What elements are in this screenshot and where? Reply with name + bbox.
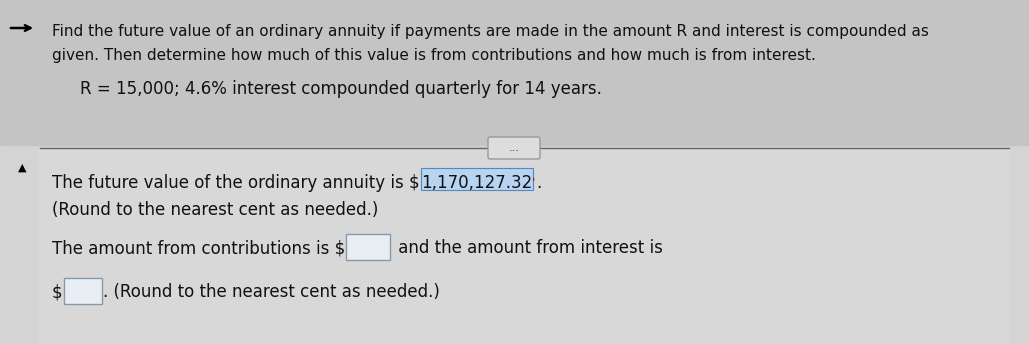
FancyBboxPatch shape <box>346 234 390 260</box>
FancyBboxPatch shape <box>64 278 102 304</box>
Text: R = 15,000; 4.6% interest compounded quarterly for 14 years.: R = 15,000; 4.6% interest compounded qua… <box>80 80 602 98</box>
Text: $: $ <box>52 283 63 301</box>
Text: 1,170,127.32: 1,170,127.32 <box>421 174 532 192</box>
Text: ...: ... <box>508 143 520 153</box>
FancyBboxPatch shape <box>421 168 533 190</box>
Bar <box>0 0 1029 145</box>
Text: Find the future value of an ordinary annuity if payments are made in the amount : Find the future value of an ordinary ann… <box>52 24 929 39</box>
Text: The amount from contributions is $: The amount from contributions is $ <box>52 239 346 257</box>
FancyBboxPatch shape <box>488 137 540 159</box>
Text: . (Round to the nearest cent as needed.): . (Round to the nearest cent as needed.) <box>103 283 439 301</box>
Text: and the amount from interest is: and the amount from interest is <box>393 239 663 257</box>
Text: (Round to the nearest cent as needed.): (Round to the nearest cent as needed.) <box>52 201 379 219</box>
Bar <box>38 149 1009 344</box>
Text: given. Then determine how much of this value is from contributions and how much : given. Then determine how much of this v… <box>52 48 816 63</box>
Text: ': ' <box>532 177 535 190</box>
Text: ▲: ▲ <box>17 163 27 173</box>
Text: .: . <box>536 174 541 192</box>
Text: The future value of the ordinary annuity is $: The future value of the ordinary annuity… <box>52 174 425 192</box>
